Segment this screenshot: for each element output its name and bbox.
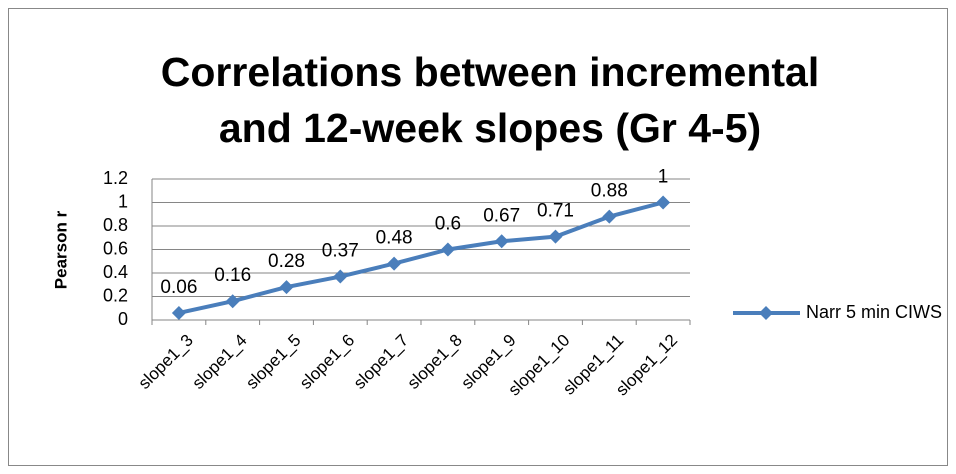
data-point (387, 256, 402, 271)
y-axis-label: Pearson r (51, 210, 70, 289)
data-point (333, 269, 348, 284)
data-label: 0.48 (376, 228, 413, 249)
data-label: 0.71 (537, 201, 574, 222)
data-point (656, 195, 671, 210)
y-tick-label: 0 (118, 309, 128, 329)
data-label: 0.88 (591, 181, 628, 202)
data-point (548, 229, 563, 244)
y-tick-label: 0.2 (103, 285, 128, 305)
data-point (225, 294, 240, 309)
data-point (440, 242, 455, 257)
series-line (178, 200, 664, 315)
y-tick-label: 1 (118, 191, 128, 211)
data-label: 0.37 (322, 241, 359, 262)
y-tick-label: 1.2 (103, 168, 128, 188)
legend-marker (759, 306, 773, 320)
chart-title: Correlations between incremental (161, 49, 819, 95)
data-label: 0.06 (160, 277, 197, 298)
data-label: 0.67 (483, 205, 520, 226)
data-label: 1 (658, 167, 669, 188)
legend-label: Narr 5 min CIWS (806, 302, 942, 322)
data-point (279, 280, 294, 295)
y-tick-label: 0.6 (103, 238, 128, 258)
chart-border (8, 8, 948, 466)
chart-title: and 12-week slopes (Gr 4-5) (219, 105, 761, 151)
data-label: 0.16 (214, 265, 251, 286)
y-tick-label: 0.8 (103, 215, 128, 235)
data-point (602, 209, 617, 224)
data-point (494, 234, 509, 249)
y-tick-label: 0.4 (103, 262, 128, 282)
data-label: 0.6 (435, 214, 461, 235)
data-point (171, 305, 186, 320)
data-label: 0.28 (268, 251, 305, 272)
